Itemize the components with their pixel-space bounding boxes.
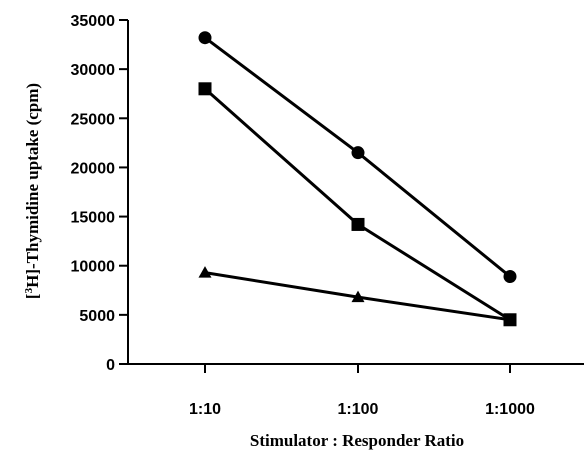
y-axis-title-suffix: H]-Thymidine uptake (cpm) [23,83,42,288]
data-point-circle [503,270,517,284]
y-tick-label: 5000 [79,308,115,325]
y-tick-label: 10000 [71,259,116,276]
y-tick-label: 0 [106,357,115,374]
axes [127,20,584,365]
y-tick-label: 30000 [71,62,116,79]
data-point-square [351,217,365,231]
y-tick-label: 35000 [71,13,116,30]
data-point-circle [351,146,365,160]
y-tick-label: 15000 [71,210,116,227]
x-tick-label: 1:100 [338,401,379,418]
x-tick-label: 1:10 [189,401,221,418]
data-point-triangle [503,313,517,325]
series-line-square [204,87,511,322]
x-axis-title: Stimulator : Responder Ratio [250,431,464,450]
y-axis-title-prefix: [ [23,293,42,299]
x-tick-label: 1:1000 [485,401,535,418]
series-group [198,31,517,327]
data-point-triangle [351,290,365,303]
y-axis-title-superscript: 3 [23,287,35,293]
x-axis-ticks: 1:10 1:100 1:1000 [189,364,535,418]
data-point-square [198,82,212,96]
y-axis-ticks: 0 5000 10000 15000 20000 25000 30000 35000 [71,13,128,374]
data-point-circle [198,31,212,45]
y-tick-label: 25000 [71,111,116,128]
data-point-triangle [198,266,212,278]
y-tick-label: 20000 [71,160,116,177]
y-axis-title: [3H]-Thymidine uptake (cpm) [23,83,42,299]
